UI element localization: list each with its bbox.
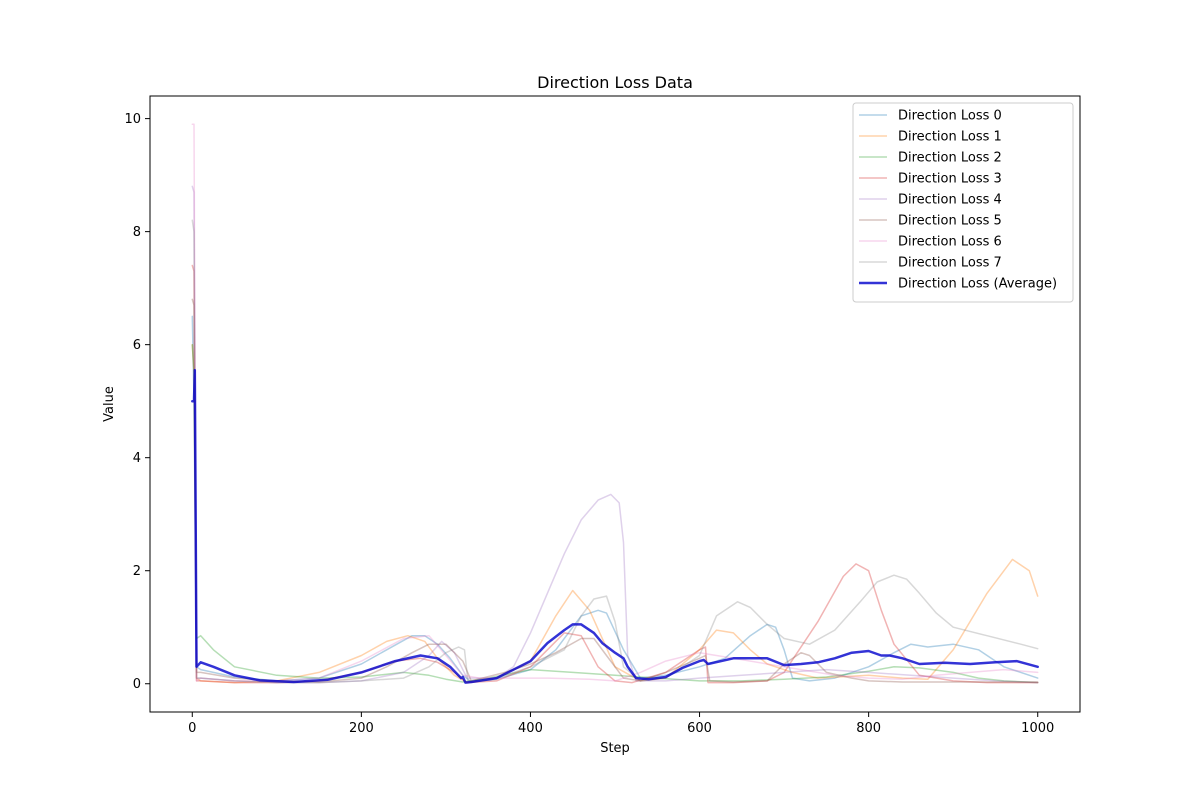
x-tick-label: 400	[518, 721, 543, 736]
x-tick-label: 800	[856, 721, 881, 736]
legend-label: Direction Loss 3	[898, 172, 1002, 187]
series-line-4	[191, 185, 1039, 684]
series-line-2	[191, 343, 1039, 684]
legend-label: Direction Loss 6	[898, 235, 1002, 250]
y-tick-label: 4	[133, 451, 141, 466]
legend: Direction Loss 0 Direction Loss 1 Directio…	[852, 102, 1074, 303]
x-tick-label: 200	[349, 721, 374, 736]
legend-label: Direction Loss 5	[898, 214, 1002, 229]
legend-label: Direction Loss 1	[898, 130, 1002, 145]
series-line-5	[191, 298, 1039, 683]
plot-frame	[149, 95, 1081, 713]
legend-box	[852, 102, 1074, 303]
x-axis-label: Step	[600, 741, 630, 756]
legend-label: Direction Loss 7	[898, 256, 1002, 271]
legend-label: Direction Loss 0	[898, 109, 1002, 124]
x-tick-label: 0	[188, 721, 196, 736]
y-tick-label: 10	[124, 112, 141, 127]
y-tick-label: 2	[133, 564, 141, 579]
series-line-0	[191, 315, 1039, 683]
y-axis-ticks: 0 2 4 6 8 10	[124, 112, 150, 692]
y-tick-label: 8	[133, 225, 141, 240]
legend-label: Direction Loss (Average)	[898, 277, 1057, 292]
series-line-1	[191, 343, 1039, 684]
chart-title: Direction Loss Data	[537, 73, 693, 92]
x-axis-ticks: 0 200 400 600 800 1000	[188, 712, 1054, 736]
y-tick-label: 6	[133, 338, 141, 353]
x-tick-label: 600	[687, 721, 712, 736]
series-line-7	[191, 219, 1039, 684]
x-tick-label: 1000	[1021, 721, 1054, 736]
series-lines	[191, 123, 1039, 684]
legend-label: Direction Loss 4	[898, 193, 1002, 208]
legend-label: Direction Loss 2	[898, 151, 1002, 166]
series-line-8	[191, 368, 1039, 684]
y-axis-label: Value	[102, 386, 117, 422]
y-tick-label: 0	[133, 677, 141, 692]
